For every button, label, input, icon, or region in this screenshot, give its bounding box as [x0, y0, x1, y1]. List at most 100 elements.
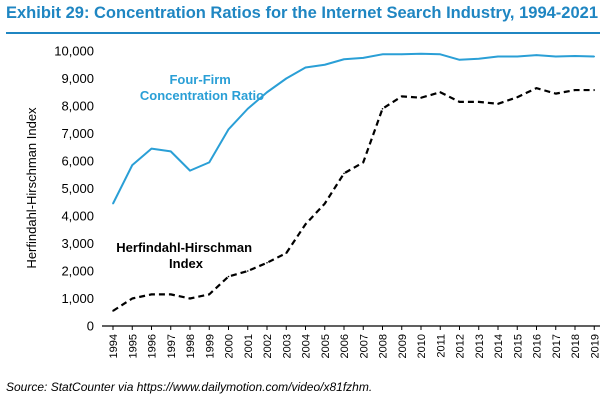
y-tick-label: 6,000 [61, 154, 94, 169]
title-rule [6, 32, 600, 34]
x-tick-label: 2019 [589, 334, 600, 358]
four-firm-point [458, 59, 461, 61]
four-firm-point [477, 57, 480, 60]
four-firm-point [535, 54, 538, 56]
four-firm-point [381, 53, 384, 56]
y-tick-label: 9,000 [61, 71, 94, 86]
y-tick-label: 0 [87, 319, 94, 334]
four-firm-point [169, 150, 172, 153]
hhi-point [304, 223, 307, 226]
four-firm-point [266, 91, 268, 94]
x-tick-label: 1998 [185, 334, 197, 358]
hhi-point [343, 172, 345, 175]
hhi-label-line-1: Herfindahl-Hirschman [116, 240, 252, 255]
chart: 0 1,000 2,000 3,000 4,000 5,000 6,000 7,000 8,00… [24, 44, 600, 358]
x-tick-label: 1994 [108, 334, 120, 358]
y-tick-label: 7,000 [61, 126, 94, 141]
x-tick-label: 2000 [224, 334, 236, 358]
hhi-point [150, 293, 153, 296]
hhi-point [477, 101, 480, 103]
four-firm-point [131, 164, 134, 166]
hhi-point [189, 297, 191, 300]
y-tick-label: 5,000 [61, 181, 94, 196]
x-tick-label: 2001 [243, 334, 255, 358]
four-firm-point [400, 53, 403, 56]
x-tick-label: 2011 [435, 334, 447, 358]
hhi-label-line-2: Index [169, 256, 204, 271]
four-firm-point [343, 58, 345, 61]
four-firm-point [304, 66, 307, 69]
four-firm-point [554, 55, 557, 58]
hhi-point [497, 103, 499, 105]
hhi-point [420, 96, 422, 99]
hhi-point [131, 297, 134, 300]
y-tick-label: 3,000 [61, 236, 94, 251]
hhi-point [285, 252, 288, 254]
hhi-point [169, 293, 172, 296]
x-tick-label: 2007 [358, 334, 370, 358]
x-axis: 1994 1995 1996 1997 1998 1999 2000 2001 2002 2003… [102, 325, 600, 358]
x-tick-label: 2005 [320, 334, 332, 358]
hhi-point [439, 91, 442, 94]
four-firm-point [574, 55, 576, 57]
hhi-point [266, 261, 268, 264]
hhi-point [381, 107, 384, 110]
y-tick-label: 1,000 [61, 291, 94, 306]
four-firm-point [112, 202, 114, 205]
four-firm-point [323, 63, 326, 66]
y-tick-label: 8,000 [61, 99, 94, 114]
hhi-point [593, 89, 596, 91]
x-tick-label: 2008 [378, 334, 390, 358]
four-firm-point [208, 161, 211, 164]
hhi-point [535, 87, 538, 89]
hhi-point [516, 96, 519, 98]
chart-title: Exhibit 29: Concentration Ratios for the… [6, 4, 599, 22]
hhi-point [227, 275, 230, 278]
four-firm-label-line-2: Concentration Ratio [140, 88, 264, 103]
x-tick-label: 2003 [281, 334, 293, 358]
four-firm-point [285, 77, 288, 80]
four-firm-point [439, 53, 442, 56]
four-firm-series-label: Four-Firm Concentration Ratio [140, 72, 264, 103]
hhi-point [362, 161, 365, 164]
x-tick-label: 2004 [301, 334, 313, 358]
hhi-point [400, 95, 403, 98]
hhi-point [458, 101, 461, 103]
y-tick-label: 2,000 [61, 264, 94, 279]
x-tick-label: 1995 [127, 334, 139, 358]
x-tick-label: 2013 [474, 334, 486, 358]
x-tick-label: 2016 [532, 334, 544, 358]
hhi-point [246, 270, 249, 272]
four-firm-point [497, 55, 499, 58]
x-tick-label: 1997 [166, 334, 178, 358]
four-firm-point [246, 107, 249, 110]
x-tick-label: 1996 [147, 334, 159, 358]
four-firm-label-line-1: Four-Firm [169, 72, 230, 87]
hhi-point [112, 310, 114, 312]
four-firm-point [189, 169, 191, 172]
hhi-point [208, 293, 211, 296]
four-firm-point [362, 57, 365, 59]
hhi-series-label: Herfindahl-Hirschman Index [116, 240, 255, 271]
plot-area [112, 52, 596, 312]
y-tick-label: 10,000 [54, 44, 94, 59]
four-firm-point [593, 55, 596, 58]
four-firm-point [516, 55, 519, 58]
x-tick-label: 2002 [262, 334, 274, 358]
hhi-point [554, 92, 557, 95]
hhi-point [574, 89, 576, 91]
source-note: Source: StatCounter via https://www.dail… [6, 380, 373, 394]
x-tick-label: 2015 [512, 334, 524, 358]
four-firm-point [227, 128, 230, 131]
x-tick-label: 2014 [493, 334, 505, 358]
x-tick-label: 2009 [397, 334, 409, 358]
x-tick-label: 2018 [570, 334, 582, 358]
four-firm-point [150, 147, 153, 150]
x-tick-label: 2006 [339, 334, 351, 358]
x-tick-label: 2017 [551, 334, 563, 358]
hhi-line [112, 87, 595, 312]
four-firm-point [420, 52, 422, 55]
y-axis-label: Herfindahl-Hirschman Index [24, 107, 39, 269]
four-firm-ratio-line [112, 52, 595, 205]
y-axis: 0 1,000 2,000 3,000 4,000 5,000 6,000 7,000 8,00… [54, 44, 94, 334]
